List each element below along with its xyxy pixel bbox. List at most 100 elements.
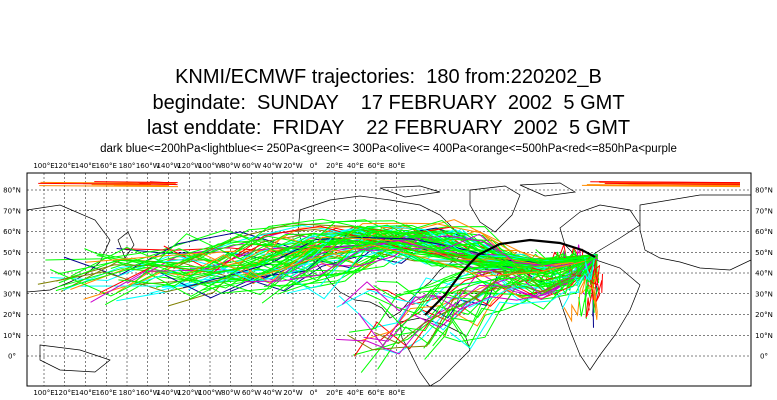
latitude-labels-right: 80°N 70°N 60°N 50°N 40°N 30°N 20°N 10°N 0° [755,187,773,361]
lon-label-top: 60°E [368,162,385,170]
trajectory-line [432,257,595,349]
title-enddate: last enddate: FRIDAY 22 FEBRUARY 2002 5 … [146,117,631,139]
trajectory-line [55,240,597,292]
coastline [559,204,641,259]
trajectory-line [586,184,741,187]
lat-label-left: 60°N [3,228,21,236]
trajectory-line [266,235,598,287]
coastline [117,231,135,259]
lat-label-left: 80°N [3,187,21,195]
trajectory-line [374,254,593,345]
trajectory-line [131,220,595,277]
lon-label-bottom: 140°E [75,389,96,397]
title-begindate: begindate: SUNDAY 17 FEBRUARY 2002 5 GMT [152,92,625,114]
map-frame [26,172,752,387]
lon-label-top: 80°W [221,162,240,170]
lon-label-bottom: 60°E [368,389,385,397]
lat-label-left: 50°N [3,249,21,257]
lon-label-bottom: 100°W [198,389,222,397]
lon-label-top: 100°E [33,162,54,170]
trajectory-line [336,258,596,355]
pressure-legend: dark blue<=200hPa<lightblue<= 250Pa<gree… [100,143,677,155]
lat-label-left: 30°N [3,290,21,298]
coastline [26,204,111,293]
longitude-labels-bottom: 100°E 120°E 140°E 160°E 180° 160°W140°W120°W1… [33,389,405,397]
trajectory-line [96,232,598,268]
lon-label-bottom: 180° [119,389,136,397]
lon-label-top: 160°E [96,162,117,170]
lon-label-bottom: 160°W [136,389,160,397]
lat-label-right: 80°N [755,187,773,195]
trajectory-line [581,184,741,187]
lat-label-right: 70°N [755,207,773,215]
lon-label-top: 80°E [388,162,405,170]
trajectory-line [94,181,178,184]
lon-label-top: 20°W [283,162,302,170]
trajectory-line [598,181,741,184]
lat-label-right: 30°N [755,290,773,298]
lat-label-left: 0° [8,353,16,361]
lon-label-top: 20°E [326,162,343,170]
lat-label-left: 40°N [3,270,21,278]
trajectory-line [155,241,596,288]
trajectory-line [134,224,593,283]
lon-label-top: 160°W [136,162,160,170]
lon-label-top: 140°E [75,162,96,170]
reference-trajectory [424,238,596,316]
lon-label-top: 120°W [177,162,201,170]
trajectory-line [410,257,594,322]
trajectory-line [244,233,598,283]
lat-label-left: 10°N [3,332,21,340]
trajectory-line [440,259,595,300]
lat-label-right: 60°N [755,228,773,236]
trajectory-line [341,259,598,312]
lon-label-top: 140°W [157,162,181,170]
lat-label-right: 20°N [755,311,773,319]
title-trajectories: KNMI/ECMWF trajectories: 180 from:220202… [175,66,602,88]
trajectory-line [158,225,594,288]
trajectory-line [363,256,598,342]
trajectory-line [181,236,594,284]
lat-label-right: 50°N [755,249,773,257]
lon-label-top: 120°E [54,162,75,170]
lon-label-bottom: 60°W [242,389,261,397]
lon-label-top: 100°W [198,162,222,170]
coastline [519,182,577,197]
trajectory-line [574,254,596,285]
coastline [469,185,521,233]
coastlines [26,182,752,387]
lon-label-top: 60°W [242,162,261,170]
trajectory-line [38,182,176,185]
latitude-labels-left: 80°N 70°N 60°N 50°N 40°N 30°N 20°N 10°N 0° [3,187,21,361]
longitude-labels-top: 100°E 120°E 140°E 160°E 180° 160°W140°W120°W1… [33,162,405,170]
trajectory-line [40,181,176,184]
lon-label-bottom: 140°W [157,389,181,397]
trajectory-line [604,182,741,185]
coastline [39,344,111,373]
lon-label-top: 180° [119,162,136,170]
lon-label-bottom: 100°E [33,389,54,397]
lon-label-bottom: 40°E [347,389,364,397]
lon-label-bottom: 80°W [221,389,240,397]
lon-label-bottom: 120°E [54,389,75,397]
lat-label-right: 10°N [755,332,773,340]
lon-label-bottom: 160°E [96,389,117,397]
coastline [551,257,641,371]
lon-label-bottom: 40°W [263,389,282,397]
lon-label-bottom: 80°E [388,389,405,397]
lat-label-left: 20°N [3,311,21,319]
trajectory-line [563,254,593,323]
coastline [379,185,441,198]
trajectory-line [178,232,596,294]
trajectory-line [378,259,593,332]
lat-label-right: 0° [760,353,768,361]
trajectory-line [591,258,603,302]
lat-label-left: 70°N [3,207,21,215]
lat-label-right: 40°N [755,270,773,278]
trajectory-line [423,254,594,349]
trajectories [37,181,741,373]
lon-label-bottom: 0° [310,389,318,397]
trajectory-line [91,184,169,187]
lon-label-top: 0° [310,162,318,170]
